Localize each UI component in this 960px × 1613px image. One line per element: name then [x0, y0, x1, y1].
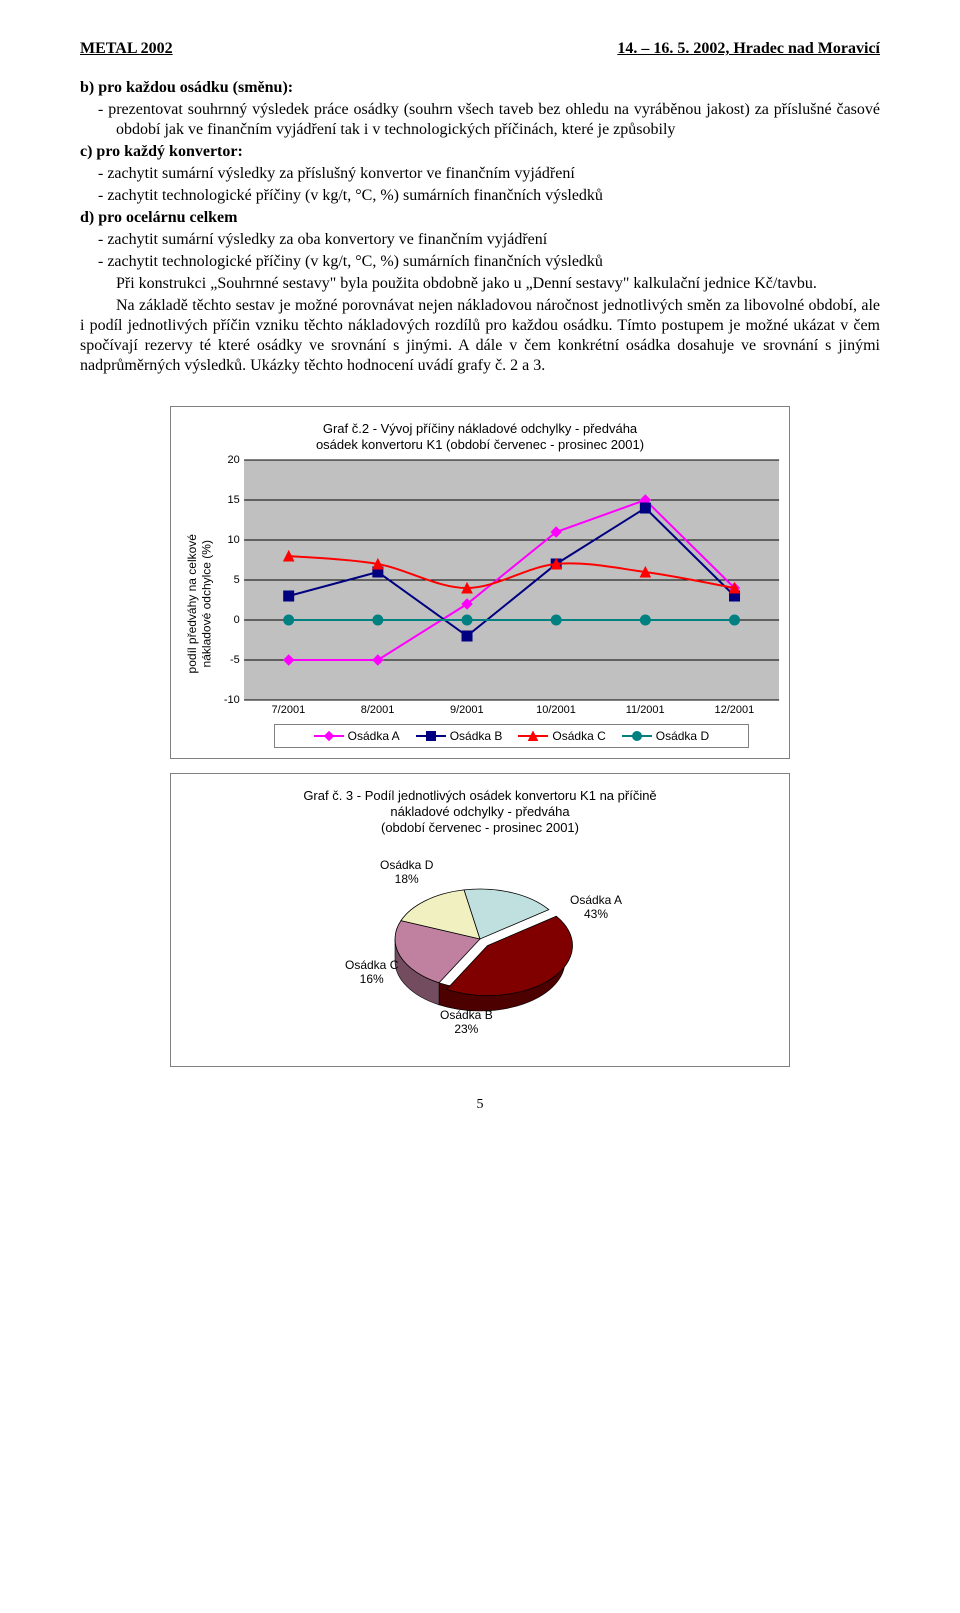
- chart2-legend-item: Osádka C: [518, 729, 605, 743]
- bullet-c1: - zachytit sumární výsledky za příslušný…: [80, 164, 880, 184]
- page-number: 5: [80, 1097, 880, 1113]
- chart3-frame: Graf č. 3 - Podíl jednotlivých osádek ko…: [170, 773, 790, 1068]
- chart3-title: Graf č. 3 - Podíl jednotlivých osádek ko…: [181, 788, 779, 837]
- chart2-title-l1: Graf č.2 - Vývoj příčiny nákladové odchy…: [323, 421, 637, 436]
- chart2-legend-item: Osádka B: [416, 729, 503, 743]
- chart2-ytick: 20: [214, 454, 240, 466]
- chart2-frame: Graf č.2 - Vývoj příčiny nákladové odchy…: [170, 406, 790, 759]
- para2: Na základě těchto sestav je možné porovn…: [80, 296, 880, 376]
- bullet-d2: - zachytit technologické příčiny (v kg/t…: [80, 252, 880, 272]
- chart2-xtick: 7/2001: [244, 704, 333, 716]
- chart3-slice-label: Osádka D18%: [380, 859, 433, 887]
- bullet-d1: - zachytit sumární výsledky za oba konve…: [80, 230, 880, 250]
- chart2-legend-item: Osádka D: [622, 729, 709, 743]
- chart3-title-l1: Graf č. 3 - Podíl jednotlivých osádek ko…: [303, 788, 656, 803]
- header-right: 14. – 16. 5. 2002, Hradec nad Moravicí: [617, 40, 880, 58]
- page-header: METAL 2002 14. – 16. 5. 2002, Hradec nad…: [80, 40, 880, 58]
- bullet-c2: - zachytit technologické příčiny (v kg/t…: [80, 186, 880, 206]
- chart3-title-l2: nákladové odchylky - předváha: [390, 804, 569, 819]
- section-d-head: d) pro ocelárnu celkem: [80, 208, 880, 228]
- chart3-slice-label: Osádka B23%: [440, 1009, 493, 1037]
- section-c-head: c) pro každý konvertor:: [80, 142, 880, 162]
- chart2-legend: Osádka A Osádka B Osádka C Osádka D: [274, 724, 749, 748]
- chart2-xtick: 9/2001: [422, 704, 511, 716]
- chart2-ylabel: podíl předváhy na celkové nákladové odch…: [181, 534, 214, 673]
- chart2-ytick: 5: [214, 574, 240, 586]
- chart2-ytick: 0: [214, 614, 240, 626]
- body-text: b) pro každou osádku (směnu): - prezento…: [80, 78, 880, 376]
- chart2-legend-item: Osádka A: [314, 729, 400, 743]
- chart2-xlabels: 7/20018/20019/200110/200111/200112/2001: [244, 704, 779, 716]
- chart2-title-l2: osádek konvertoru K1 (období červenec - …: [316, 437, 644, 452]
- chart3-slice-label: Osádka C16%: [345, 959, 398, 987]
- chart3-slice-label: Osádka A43%: [570, 894, 622, 922]
- header-left: METAL 2002: [80, 40, 173, 58]
- chart2-ytick: -5: [214, 654, 240, 666]
- chart2-xtick: 11/2001: [601, 704, 690, 716]
- section-b-head: b) pro každou osádku (směnu):: [80, 78, 880, 98]
- chart2-xtick: 12/2001: [690, 704, 779, 716]
- chart2-xtick: 8/2001: [333, 704, 422, 716]
- para1: Při konstrukci „Souhrnné sestavy" byla p…: [80, 274, 880, 294]
- chart2-ytick: -10: [214, 694, 240, 706]
- bullet-b1: - prezentovat souhrnný výsledek práce os…: [80, 100, 880, 140]
- chart3-pie: Osádka A43% Osádka B23% Osádka C16% Osádka …: [300, 844, 660, 1044]
- chart2-ytick: 10: [214, 534, 240, 546]
- chart2-xtick: 10/2001: [511, 704, 600, 716]
- chart3-title-l3: (období červenec - prosinec 2001): [381, 820, 579, 835]
- chart2-title: Graf č.2 - Vývoj příčiny nákladové odchy…: [181, 421, 779, 454]
- chart2-plot: -10-505101520: [244, 460, 779, 700]
- chart2-ytick: 15: [214, 494, 240, 506]
